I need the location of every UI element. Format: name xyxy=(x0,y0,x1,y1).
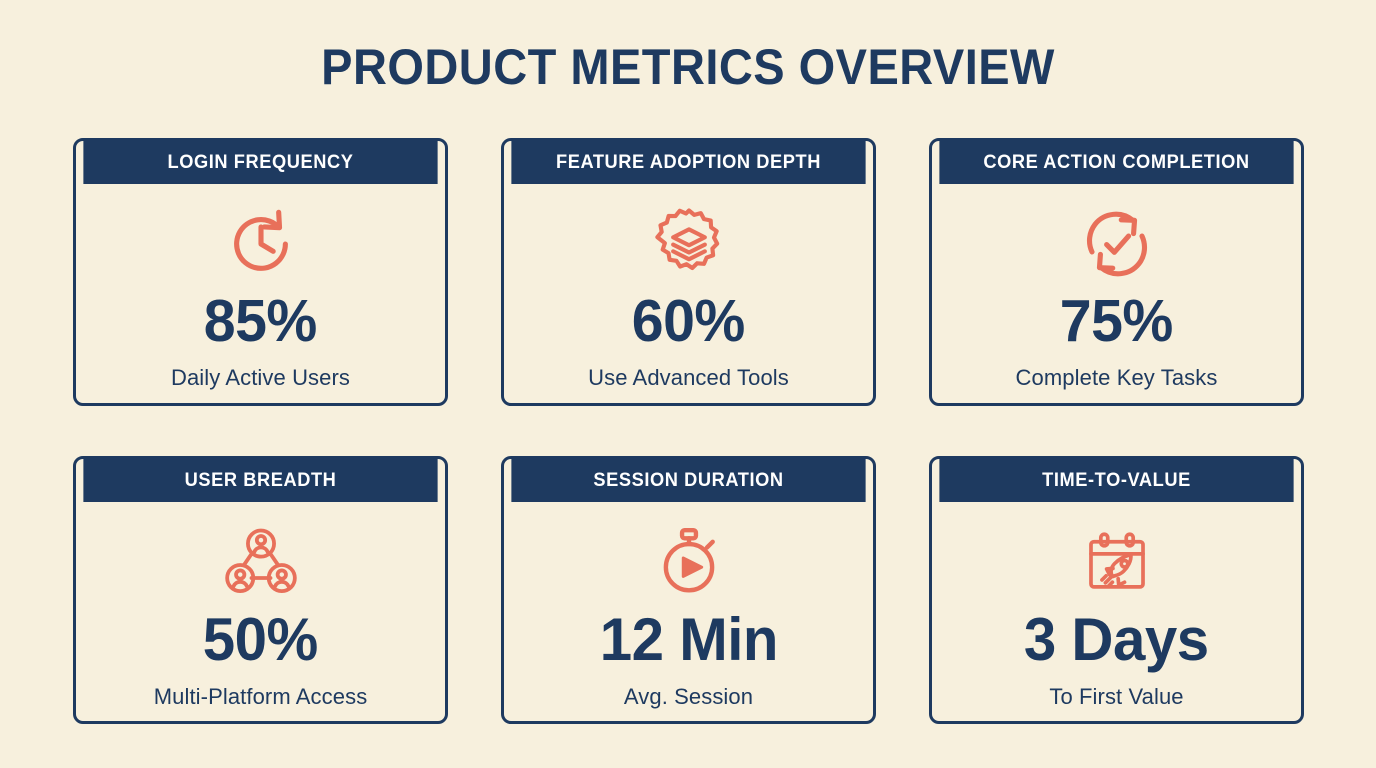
gear-layers-icon xyxy=(650,202,728,286)
card-body-time-to-value: 3 Days To First Value xyxy=(932,502,1301,721)
metric-label-time-to-value: To First Value xyxy=(1049,684,1184,709)
page-title-wrap: PRODUCT METRICS OVERVIEW xyxy=(0,40,1376,95)
sync-check-icon xyxy=(1078,202,1156,286)
metric-label-session-duration: Avg. Session xyxy=(623,684,754,709)
card-header-core-action-completion: CORE ACTION COMPLETION xyxy=(939,141,1294,184)
card-header-feature-adoption-depth: FEATURE ADOPTION DEPTH xyxy=(511,141,866,184)
stopwatch-play-icon xyxy=(652,520,726,604)
metric-label-core-action-completion: Complete Key Tasks xyxy=(1015,365,1218,390)
card-body-session-duration: 12 Min Avg. Session xyxy=(504,502,873,721)
calendar-rocket-icon xyxy=(1080,520,1154,604)
page-title: PRODUCT METRICS OVERVIEW xyxy=(321,39,1055,95)
card-body-login-frequency: 85% Daily Active Users xyxy=(76,184,445,403)
card-header-user-breadth: USER BREADTH xyxy=(83,459,438,502)
clock-refresh-icon xyxy=(222,202,300,286)
metric-value-login-frequency: 85% xyxy=(203,288,318,354)
card-header-login-frequency: LOGIN FREQUENCY xyxy=(83,141,438,184)
card-body-core-action-completion: 75% Complete Key Tasks xyxy=(932,184,1301,403)
metric-card-time-to-value[interactable]: TIME-TO-VALUE xyxy=(929,456,1304,724)
metric-value-core-action-completion: 75% xyxy=(1059,288,1174,354)
metric-card-feature-adoption-depth[interactable]: FEATURE ADOPTION DEPTH 60% Use Advanced … xyxy=(501,138,876,406)
metric-label-feature-adoption-depth: Use Advanced Tools xyxy=(588,365,789,390)
metric-card-session-duration[interactable]: SESSION DURATION 12 Min Avg. Session xyxy=(501,456,876,724)
metric-label-login-frequency: Daily Active Users xyxy=(170,365,351,390)
metric-value-feature-adoption-depth: 60% xyxy=(631,288,746,354)
card-body-user-breadth: 50% Multi-Platform Access xyxy=(76,502,445,721)
metric-card-user-breadth[interactable]: USER BREADTH xyxy=(73,456,448,724)
metric-value-user-breadth: 50% xyxy=(202,606,319,673)
metric-value-time-to-value: 3 Days xyxy=(1024,606,1209,673)
user-network-icon xyxy=(223,520,299,604)
card-header-time-to-value: TIME-TO-VALUE xyxy=(939,459,1294,502)
metrics-grid: LOGIN FREQUENCY 85% Daily Active Users F… xyxy=(73,138,1304,724)
metric-card-core-action-completion[interactable]: CORE ACTION COMPLETION 75% Complete Key … xyxy=(929,138,1304,406)
card-body-feature-adoption-depth: 60% Use Advanced Tools xyxy=(504,184,873,403)
card-header-session-duration: SESSION DURATION xyxy=(511,459,866,502)
metric-value-session-duration: 12 Min xyxy=(599,606,778,673)
metric-label-user-breadth: Multi-Platform Access xyxy=(153,684,368,709)
metric-card-login-frequency[interactable]: LOGIN FREQUENCY 85% Daily Active Users xyxy=(73,138,448,406)
